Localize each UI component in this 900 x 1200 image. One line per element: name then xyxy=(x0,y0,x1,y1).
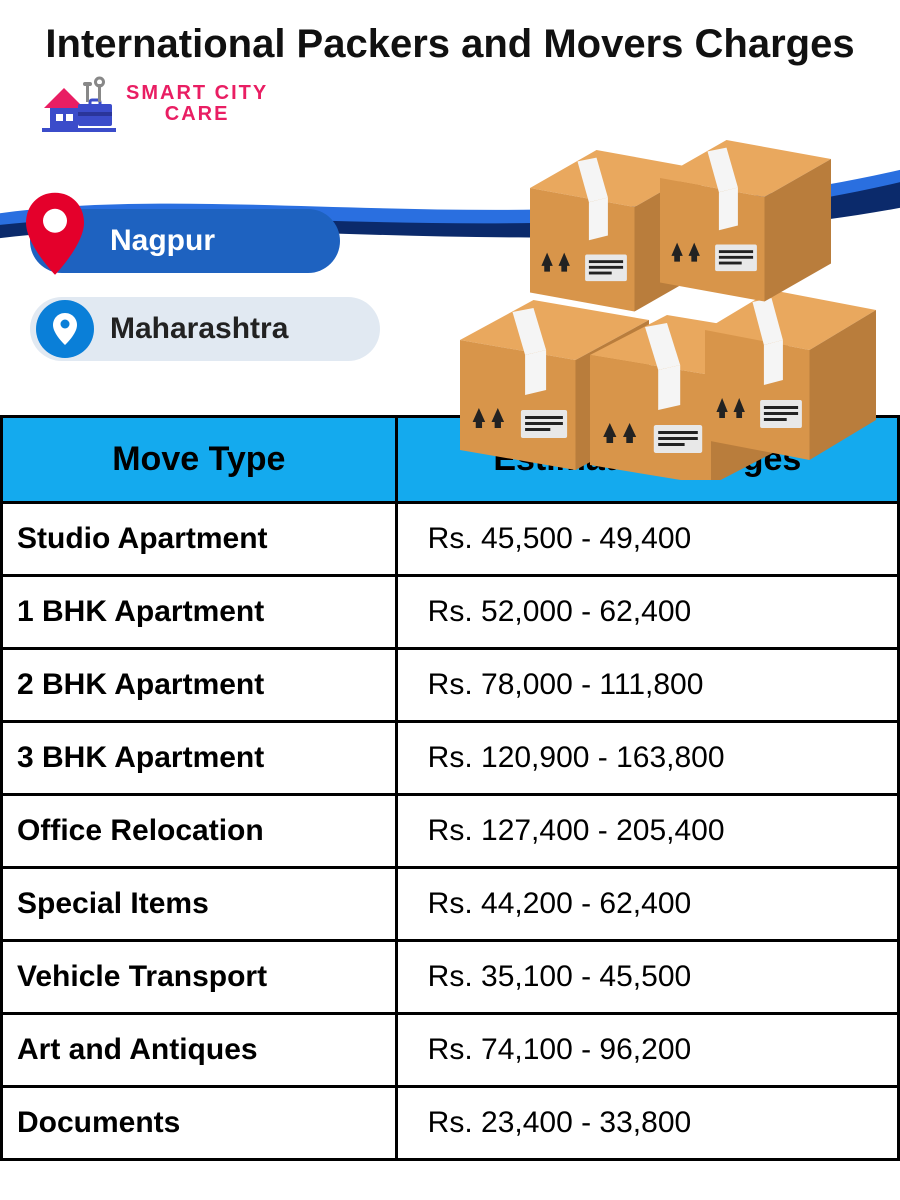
city-pill: Nagpur xyxy=(30,209,340,273)
cell-move-type: 3 BHK Apartment xyxy=(2,722,397,795)
location-section: Nagpur Maharashtra xyxy=(0,209,900,385)
brand-line1: SMART CITY xyxy=(126,82,268,104)
table-row: 2 BHK ApartmentRs. 78,000 - 111,800 xyxy=(2,649,899,722)
cell-move-type: Documents xyxy=(2,1087,397,1160)
cell-charge: Rs. 74,100 - 96,200 xyxy=(396,1014,898,1087)
charges-table-wrap: Move Type Estimated Charges Studio Apart… xyxy=(0,415,900,1161)
cell-charge: Rs. 45,500 - 49,400 xyxy=(396,503,898,576)
brand-text: SMART CITY CARE xyxy=(126,83,268,125)
brand-line2: CARE xyxy=(165,103,230,125)
cell-move-type: Vehicle Transport xyxy=(2,941,397,1014)
table-row: Studio ApartmentRs. 45,500 - 49,400 xyxy=(2,503,899,576)
map-pin-blue-icon xyxy=(36,300,94,358)
table-row: Vehicle TransportRs. 35,100 - 45,500 xyxy=(2,941,899,1014)
cell-charge: Rs. 35,100 - 45,500 xyxy=(396,941,898,1014)
cell-move-type: 2 BHK Apartment xyxy=(2,649,397,722)
map-pin-red-icon xyxy=(20,189,90,279)
cell-charge: Rs. 127,400 - 205,400 xyxy=(396,795,898,868)
house-toolbox-icon xyxy=(40,74,120,134)
table-row: Art and AntiquesRs. 74,100 - 96,200 xyxy=(2,1014,899,1087)
table-row: Office RelocationRs. 127,400 - 205,400 xyxy=(2,795,899,868)
table-header-row: Move Type Estimated Charges xyxy=(2,417,899,503)
table-row: 3 BHK ApartmentRs. 120,900 - 163,800 xyxy=(2,722,899,795)
cell-move-type: Studio Apartment xyxy=(2,503,397,576)
table-row: Special ItemsRs. 44,200 - 62,400 xyxy=(2,868,899,941)
cell-move-type: 1 BHK Apartment xyxy=(2,576,397,649)
cell-charge: Rs. 120,900 - 163,800 xyxy=(396,722,898,795)
cell-charge: Rs. 23,400 - 33,800 xyxy=(396,1087,898,1160)
cell-move-type: Art and Antiques xyxy=(2,1014,397,1087)
page-title: International Packers and Movers Charges xyxy=(40,20,860,68)
charges-table: Move Type Estimated Charges Studio Apart… xyxy=(0,415,900,1161)
col-move-type: Move Type xyxy=(2,417,397,503)
col-estimated-charges: Estimated Charges xyxy=(396,417,898,503)
table-row: 1 BHK ApartmentRs. 52,000 - 62,400 xyxy=(2,576,899,649)
cell-move-type: Office Relocation xyxy=(2,795,397,868)
city-label: Nagpur xyxy=(110,224,215,258)
cell-charge: Rs. 78,000 - 111,800 xyxy=(396,649,898,722)
cell-move-type: Special Items xyxy=(2,868,397,941)
header: International Packers and Movers Charges xyxy=(0,0,900,149)
state-label: Maharashtra xyxy=(110,312,288,346)
state-pill: Maharashtra xyxy=(30,297,380,361)
cell-charge: Rs. 52,000 - 62,400 xyxy=(396,576,898,649)
table-row: DocumentsRs. 23,400 - 33,800 xyxy=(2,1087,899,1160)
brand-logo: SMART CITY CARE xyxy=(40,74,268,134)
cell-charge: Rs. 44,200 - 62,400 xyxy=(396,868,898,941)
